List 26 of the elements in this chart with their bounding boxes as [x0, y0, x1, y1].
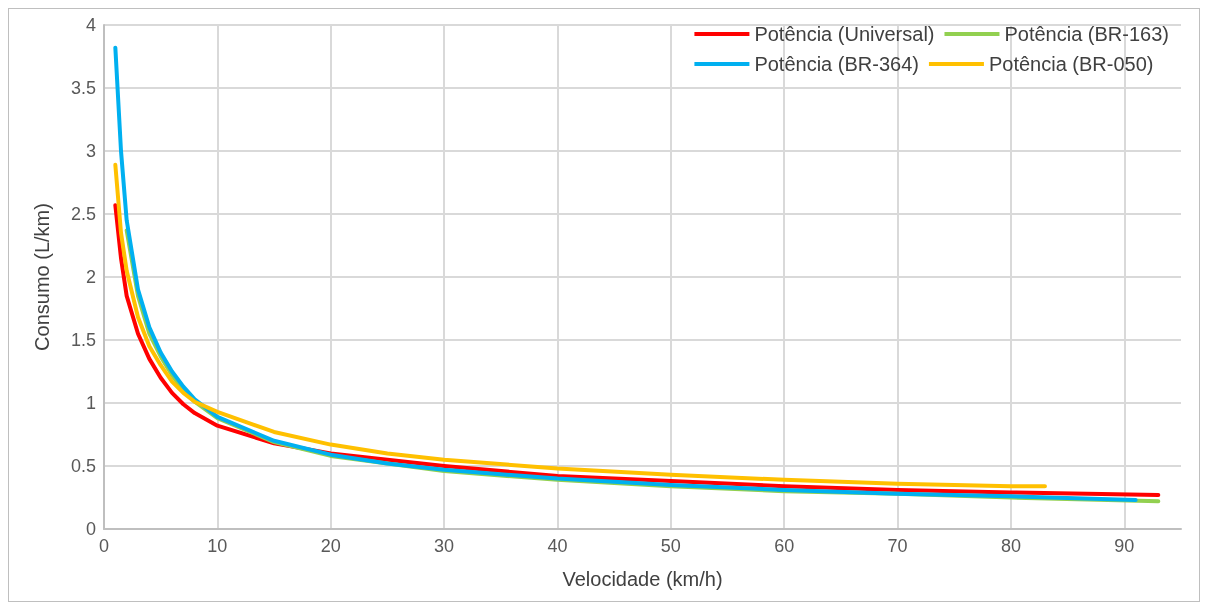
- legend-label: Potência (BR-050): [988, 53, 1154, 75]
- x-tick-label: 30: [434, 536, 455, 556]
- y-tick-label: 2.5: [70, 204, 96, 224]
- y-tick-label: 1: [85, 393, 96, 413]
- y-tick-label: 2: [85, 267, 96, 287]
- y-tick-label: 3: [85, 141, 96, 161]
- x-tick-label: 90: [1114, 536, 1135, 556]
- y-tick-label: 4: [85, 15, 96, 35]
- legend-label: Potência (Universal): [754, 23, 935, 45]
- x-tick-label: 50: [660, 536, 681, 556]
- x-tick-label: 0: [98, 536, 110, 556]
- line-series: [113, 162, 1047, 489]
- legend-label: Potência (BR-364): [754, 53, 919, 75]
- y-tick-label: 0: [85, 519, 96, 539]
- y-tick-label: 1.5: [70, 330, 96, 350]
- x-tick-label: 70: [887, 536, 908, 556]
- y-axis-title: Consumo (L/km): [31, 203, 53, 351]
- x-tick-label: 10: [207, 536, 228, 556]
- x-tick-label: 80: [1000, 536, 1021, 556]
- legend-label: Potência (BR-163): [1004, 23, 1170, 45]
- y-tick-label: 0.5: [70, 456, 96, 476]
- y-tick-label: 3.5: [70, 78, 96, 98]
- x-tick-label: 40: [547, 536, 568, 556]
- x-tick-label: 20: [320, 536, 341, 556]
- x-axis-title: Velocidade (km/h): [562, 568, 723, 590]
- x-tick-label: 60: [774, 536, 795, 556]
